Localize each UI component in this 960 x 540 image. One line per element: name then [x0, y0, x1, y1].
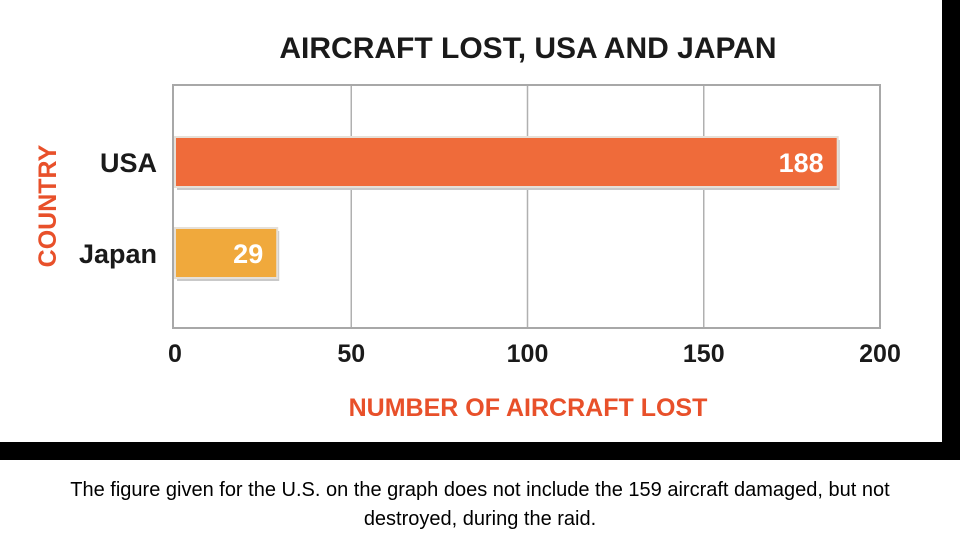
x-tick-label: 150: [683, 340, 725, 368]
bar-chart: AIRCRAFT LOST, USA AND JAPAN 188 29 USA Ja…: [34, 32, 901, 422]
category-labels: USA Japan: [79, 148, 157, 269]
y-axis-label: COUNTRY: [34, 144, 62, 267]
x-tick-labels: 0 50 100 150 200: [168, 340, 901, 368]
x-tick-label: 100: [507, 340, 549, 368]
x-axis-label: NUMBER OF AIRCRAFT LOST: [349, 394, 708, 422]
x-tick-label: 200: [859, 340, 901, 368]
x-tick-label: 0: [168, 340, 182, 368]
bar-japan: [174, 227, 279, 279]
bar-value-label: 29: [233, 239, 263, 269]
x-tick-label: 50: [337, 340, 365, 368]
bar-value-label: 188: [779, 148, 824, 178]
bars: 188 29: [174, 136, 840, 281]
caption-text: The figure given for the U.S. on the gra…: [70, 479, 890, 530]
grid-lines: [350, 86, 705, 327]
caption-band: [0, 460, 960, 540]
category-label: USA: [100, 148, 157, 178]
plot-frame: [172, 84, 881, 329]
category-label: Japan: [79, 239, 157, 269]
bar-usa: [174, 136, 839, 188]
chart-title: AIRCRAFT LOST, USA AND JAPAN: [279, 32, 776, 65]
